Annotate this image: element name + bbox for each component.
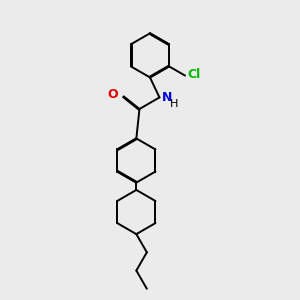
Text: N: N <box>162 91 172 104</box>
Text: O: O <box>108 88 118 101</box>
Text: H: H <box>170 99 178 109</box>
Text: Cl: Cl <box>187 68 200 80</box>
